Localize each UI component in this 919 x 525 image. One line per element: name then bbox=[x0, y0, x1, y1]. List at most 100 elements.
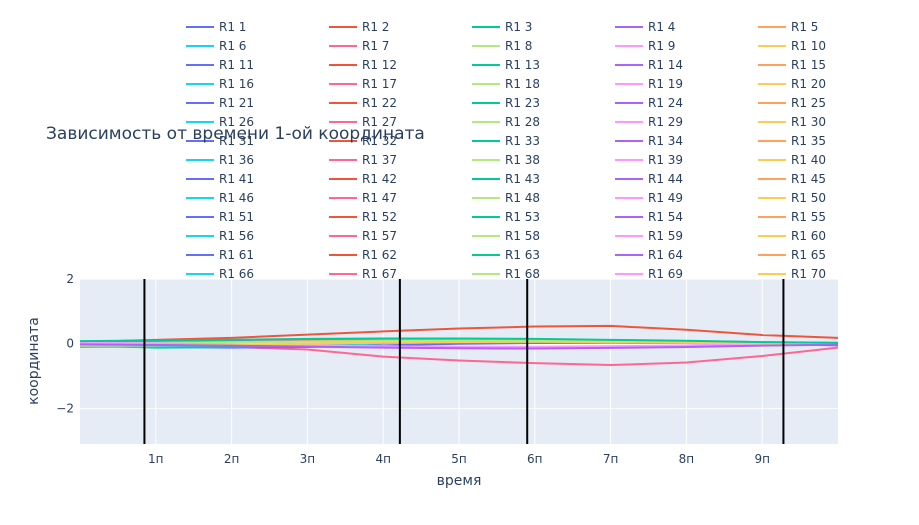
x-tick-label: 4п bbox=[375, 452, 390, 466]
legend-item: R1 25 bbox=[758, 96, 826, 110]
legend-item: R1 38 bbox=[472, 153, 540, 167]
legend-label: R1 53 bbox=[505, 210, 540, 224]
legend-items: R1 1 R1 2 R1 3 R1 4 R1 5 R1 6 R1 7 R1 8 R1 9 R1 1… bbox=[186, 20, 826, 281]
legend-item: R1 67 bbox=[329, 267, 397, 281]
legend-item: R1 65 bbox=[758, 248, 826, 262]
legend-item: R1 19 bbox=[615, 77, 683, 91]
legend-label: R1 24 bbox=[648, 96, 683, 110]
legend-item: R1 3 bbox=[472, 20, 532, 34]
legend-item: R1 6 bbox=[186, 39, 246, 53]
x-tick-label: 2п bbox=[224, 452, 239, 466]
legend-label: R1 18 bbox=[505, 77, 540, 91]
legend-label: R1 34 bbox=[648, 134, 683, 148]
legend-item: R1 61 bbox=[186, 248, 254, 262]
legend-item: R1 55 bbox=[758, 210, 826, 224]
legend-label: R1 50 bbox=[791, 191, 826, 205]
legend-label: R1 36 bbox=[219, 153, 254, 167]
legend-label: R1 55 bbox=[791, 210, 826, 224]
legend-item: R1 53 bbox=[472, 210, 540, 224]
legend-label: R1 67 bbox=[362, 267, 397, 281]
x-tick-label: 1п bbox=[148, 452, 163, 466]
legend-label: R1 41 bbox=[219, 172, 254, 186]
legend: R1 1 R1 2 R1 3 R1 4 R1 5 R1 6 R1 7 R1 8 R1 9 R1 1… bbox=[186, 20, 826, 281]
legend-item: R1 13 bbox=[472, 58, 540, 72]
legend-item: R1 32 bbox=[329, 134, 397, 148]
legend-label: R1 39 bbox=[648, 153, 683, 167]
x-tick-label: 9п bbox=[754, 452, 769, 466]
y-axis-title: координата bbox=[26, 317, 42, 405]
legend-item: R1 17 bbox=[329, 77, 397, 91]
legend-label: R1 51 bbox=[219, 210, 254, 224]
legend-item: R1 57 bbox=[329, 229, 397, 243]
legend-label: R1 47 bbox=[362, 191, 397, 205]
legend-label: R1 3 bbox=[505, 20, 532, 34]
legend-label: R1 46 bbox=[219, 191, 254, 205]
legend-item: R1 54 bbox=[615, 210, 683, 224]
legend-item: R1 40 bbox=[758, 153, 826, 167]
legend-item: R1 30 bbox=[758, 115, 826, 129]
legend-label: R1 32 bbox=[362, 134, 397, 148]
legend-item: R1 49 bbox=[615, 191, 683, 205]
y-tick-label: −2 bbox=[56, 401, 74, 415]
legend-item: R1 45 bbox=[758, 172, 826, 186]
legend-item: R1 56 bbox=[186, 229, 254, 243]
legend-label: R1 25 bbox=[791, 96, 826, 110]
x-tick-label: 5п bbox=[451, 452, 466, 466]
chart-title: Зависимость от времени 1-ой координата bbox=[46, 124, 425, 144]
legend-item: R1 58 bbox=[472, 229, 540, 243]
legend-label: R1 12 bbox=[362, 58, 397, 72]
legend-label: R1 59 bbox=[648, 229, 683, 243]
legend-item: R1 48 bbox=[472, 191, 540, 205]
x-tick-label: 7п bbox=[603, 452, 618, 466]
legend-item: R1 4 bbox=[615, 20, 675, 34]
legend-item: R1 46 bbox=[186, 191, 254, 205]
legend-item: R1 36 bbox=[186, 153, 254, 167]
legend-item: R1 69 bbox=[615, 267, 683, 281]
legend-item: R1 63 bbox=[472, 248, 540, 262]
legend-label: R1 57 bbox=[362, 229, 397, 243]
y-tick-label: 0 bbox=[66, 337, 74, 351]
legend-label: R1 35 bbox=[791, 134, 826, 148]
legend-item: R1 10 bbox=[758, 39, 826, 53]
legend-label: R1 4 bbox=[648, 20, 675, 34]
legend-item: R1 20 bbox=[758, 77, 826, 91]
series-line bbox=[80, 324, 838, 344]
legend-item: R1 16 bbox=[186, 77, 254, 91]
legend-label: R1 16 bbox=[219, 77, 254, 91]
legend-label: R1 27 bbox=[362, 115, 397, 129]
legend-item: R1 14 bbox=[615, 58, 683, 72]
legend-label: R1 54 bbox=[648, 210, 683, 224]
series-line bbox=[80, 343, 838, 350]
legend-item: R1 22 bbox=[329, 96, 397, 110]
legend-item: R1 7 bbox=[329, 39, 389, 53]
legend-item: R1 52 bbox=[329, 210, 397, 224]
legend-label: R1 62 bbox=[362, 248, 397, 262]
legend-item: R1 68 bbox=[472, 267, 540, 278]
legend-label: R1 69 bbox=[648, 267, 683, 281]
legend-item: R1 35 bbox=[758, 134, 826, 148]
legend-item: R1 39 bbox=[615, 153, 683, 167]
legend-label: R1 38 bbox=[505, 153, 540, 167]
x-tick-label: 3п bbox=[300, 452, 315, 466]
legend-item: R1 27 bbox=[329, 115, 397, 129]
legend-label: R1 30 bbox=[791, 115, 826, 129]
legend-label: R1 20 bbox=[791, 77, 826, 91]
legend-item: R1 43 bbox=[472, 172, 540, 186]
legend-label: R1 52 bbox=[362, 210, 397, 224]
legend-item: R1 18 bbox=[472, 77, 540, 91]
legend-item: R1 8 bbox=[472, 39, 532, 53]
legend-label: R1 60 bbox=[791, 229, 826, 243]
legend-label: R1 66 bbox=[219, 267, 254, 281]
legend-item: R1 21 bbox=[186, 96, 254, 110]
legend-label: R1 48 bbox=[505, 191, 540, 205]
legend-label: R1 65 bbox=[791, 248, 826, 262]
legend-label: R1 6 bbox=[219, 39, 246, 53]
legend-label: R1 49 bbox=[648, 191, 683, 205]
legend-item: R1 47 bbox=[329, 191, 397, 205]
legend-label: R1 8 bbox=[505, 39, 532, 53]
legend-label: R1 2 bbox=[362, 20, 389, 34]
legend-label: R1 1 bbox=[219, 20, 246, 34]
legend-item: R1 64 bbox=[615, 248, 683, 262]
legend-label: R1 37 bbox=[362, 153, 397, 167]
